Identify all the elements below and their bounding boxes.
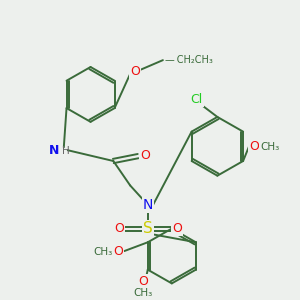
Text: CH₃: CH₃ — [93, 247, 112, 257]
Text: S: S — [143, 221, 153, 236]
Text: O: O — [113, 244, 123, 258]
Text: O: O — [172, 222, 182, 235]
Text: N: N — [49, 144, 59, 157]
Text: Cl: Cl — [190, 93, 203, 106]
Text: H: H — [62, 146, 70, 156]
Text: O: O — [114, 222, 124, 235]
Text: O: O — [138, 275, 148, 288]
Text: O: O — [249, 140, 259, 153]
Text: N: N — [143, 198, 153, 212]
Text: CH₃: CH₃ — [134, 288, 153, 298]
Text: O: O — [140, 148, 150, 162]
Text: CH₃: CH₃ — [260, 142, 279, 152]
Text: — CH₂CH₃: — CH₂CH₃ — [165, 55, 213, 65]
Text: O: O — [130, 65, 140, 78]
